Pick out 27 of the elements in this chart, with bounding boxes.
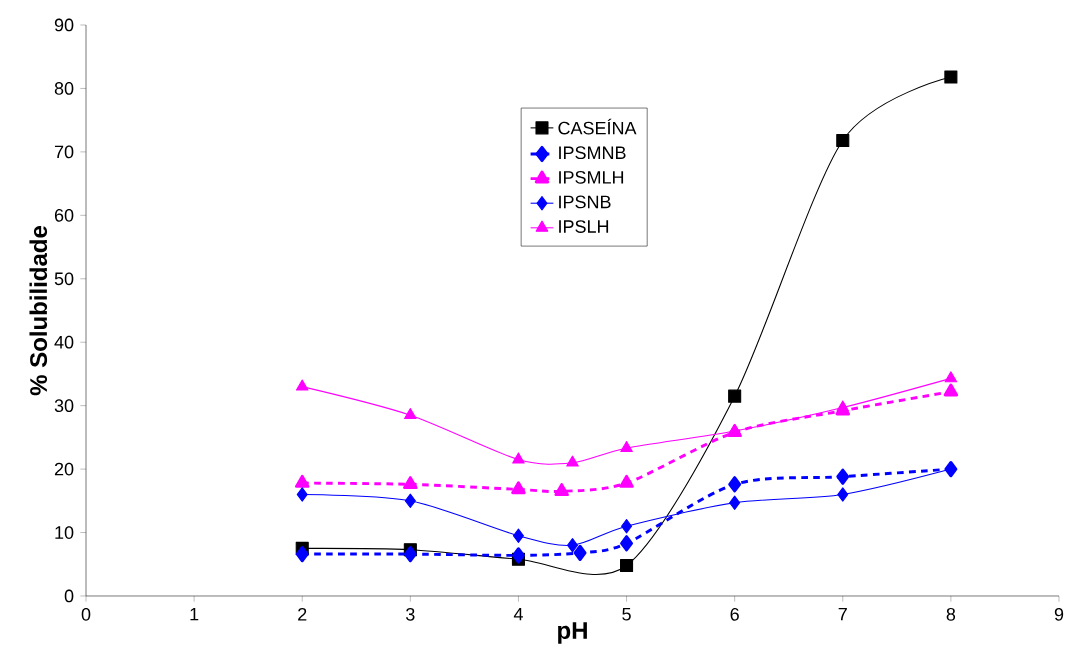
legend-label: IPSMNB (559, 146, 626, 160)
y-tick-label: 70 (54, 145, 74, 159)
legend-label: IPSMLH (559, 170, 624, 184)
legend-label: IPSNB (559, 195, 611, 209)
x-tick-label: 7 (838, 607, 847, 621)
y-tick-label: 0 (64, 589, 74, 603)
y-tick-label: 60 (54, 208, 74, 222)
y-tick-label: 30 (54, 399, 74, 413)
x-tick-label: 0 (81, 607, 91, 621)
x-tick-label: 1 (190, 607, 199, 621)
x-tick-label: 2 (298, 607, 307, 621)
y-tick-label: 20 (54, 462, 74, 476)
y-tick-label: 10 (55, 526, 74, 539)
legend-label: CASEÍNA (558, 118, 637, 135)
x-tick-label: 4 (513, 607, 523, 621)
x-axis-title: pH (558, 622, 587, 644)
y-tick-label: 40 (54, 335, 74, 349)
y-tick-label: 80 (54, 82, 74, 95)
y-tick-label: 90 (54, 18, 74, 32)
y-tick-label: 50 (54, 272, 74, 286)
x-tick-label: 3 (406, 607, 415, 621)
legend-label: IPSLH (559, 220, 609, 233)
x-tick-label: 6 (730, 607, 739, 621)
x-tick-label: 8 (946, 607, 956, 621)
x-tick-label: 9 (1054, 607, 1064, 621)
x-tick-label: 5 (622, 607, 631, 621)
y-axis-title: % Solubilidade (29, 225, 48, 396)
